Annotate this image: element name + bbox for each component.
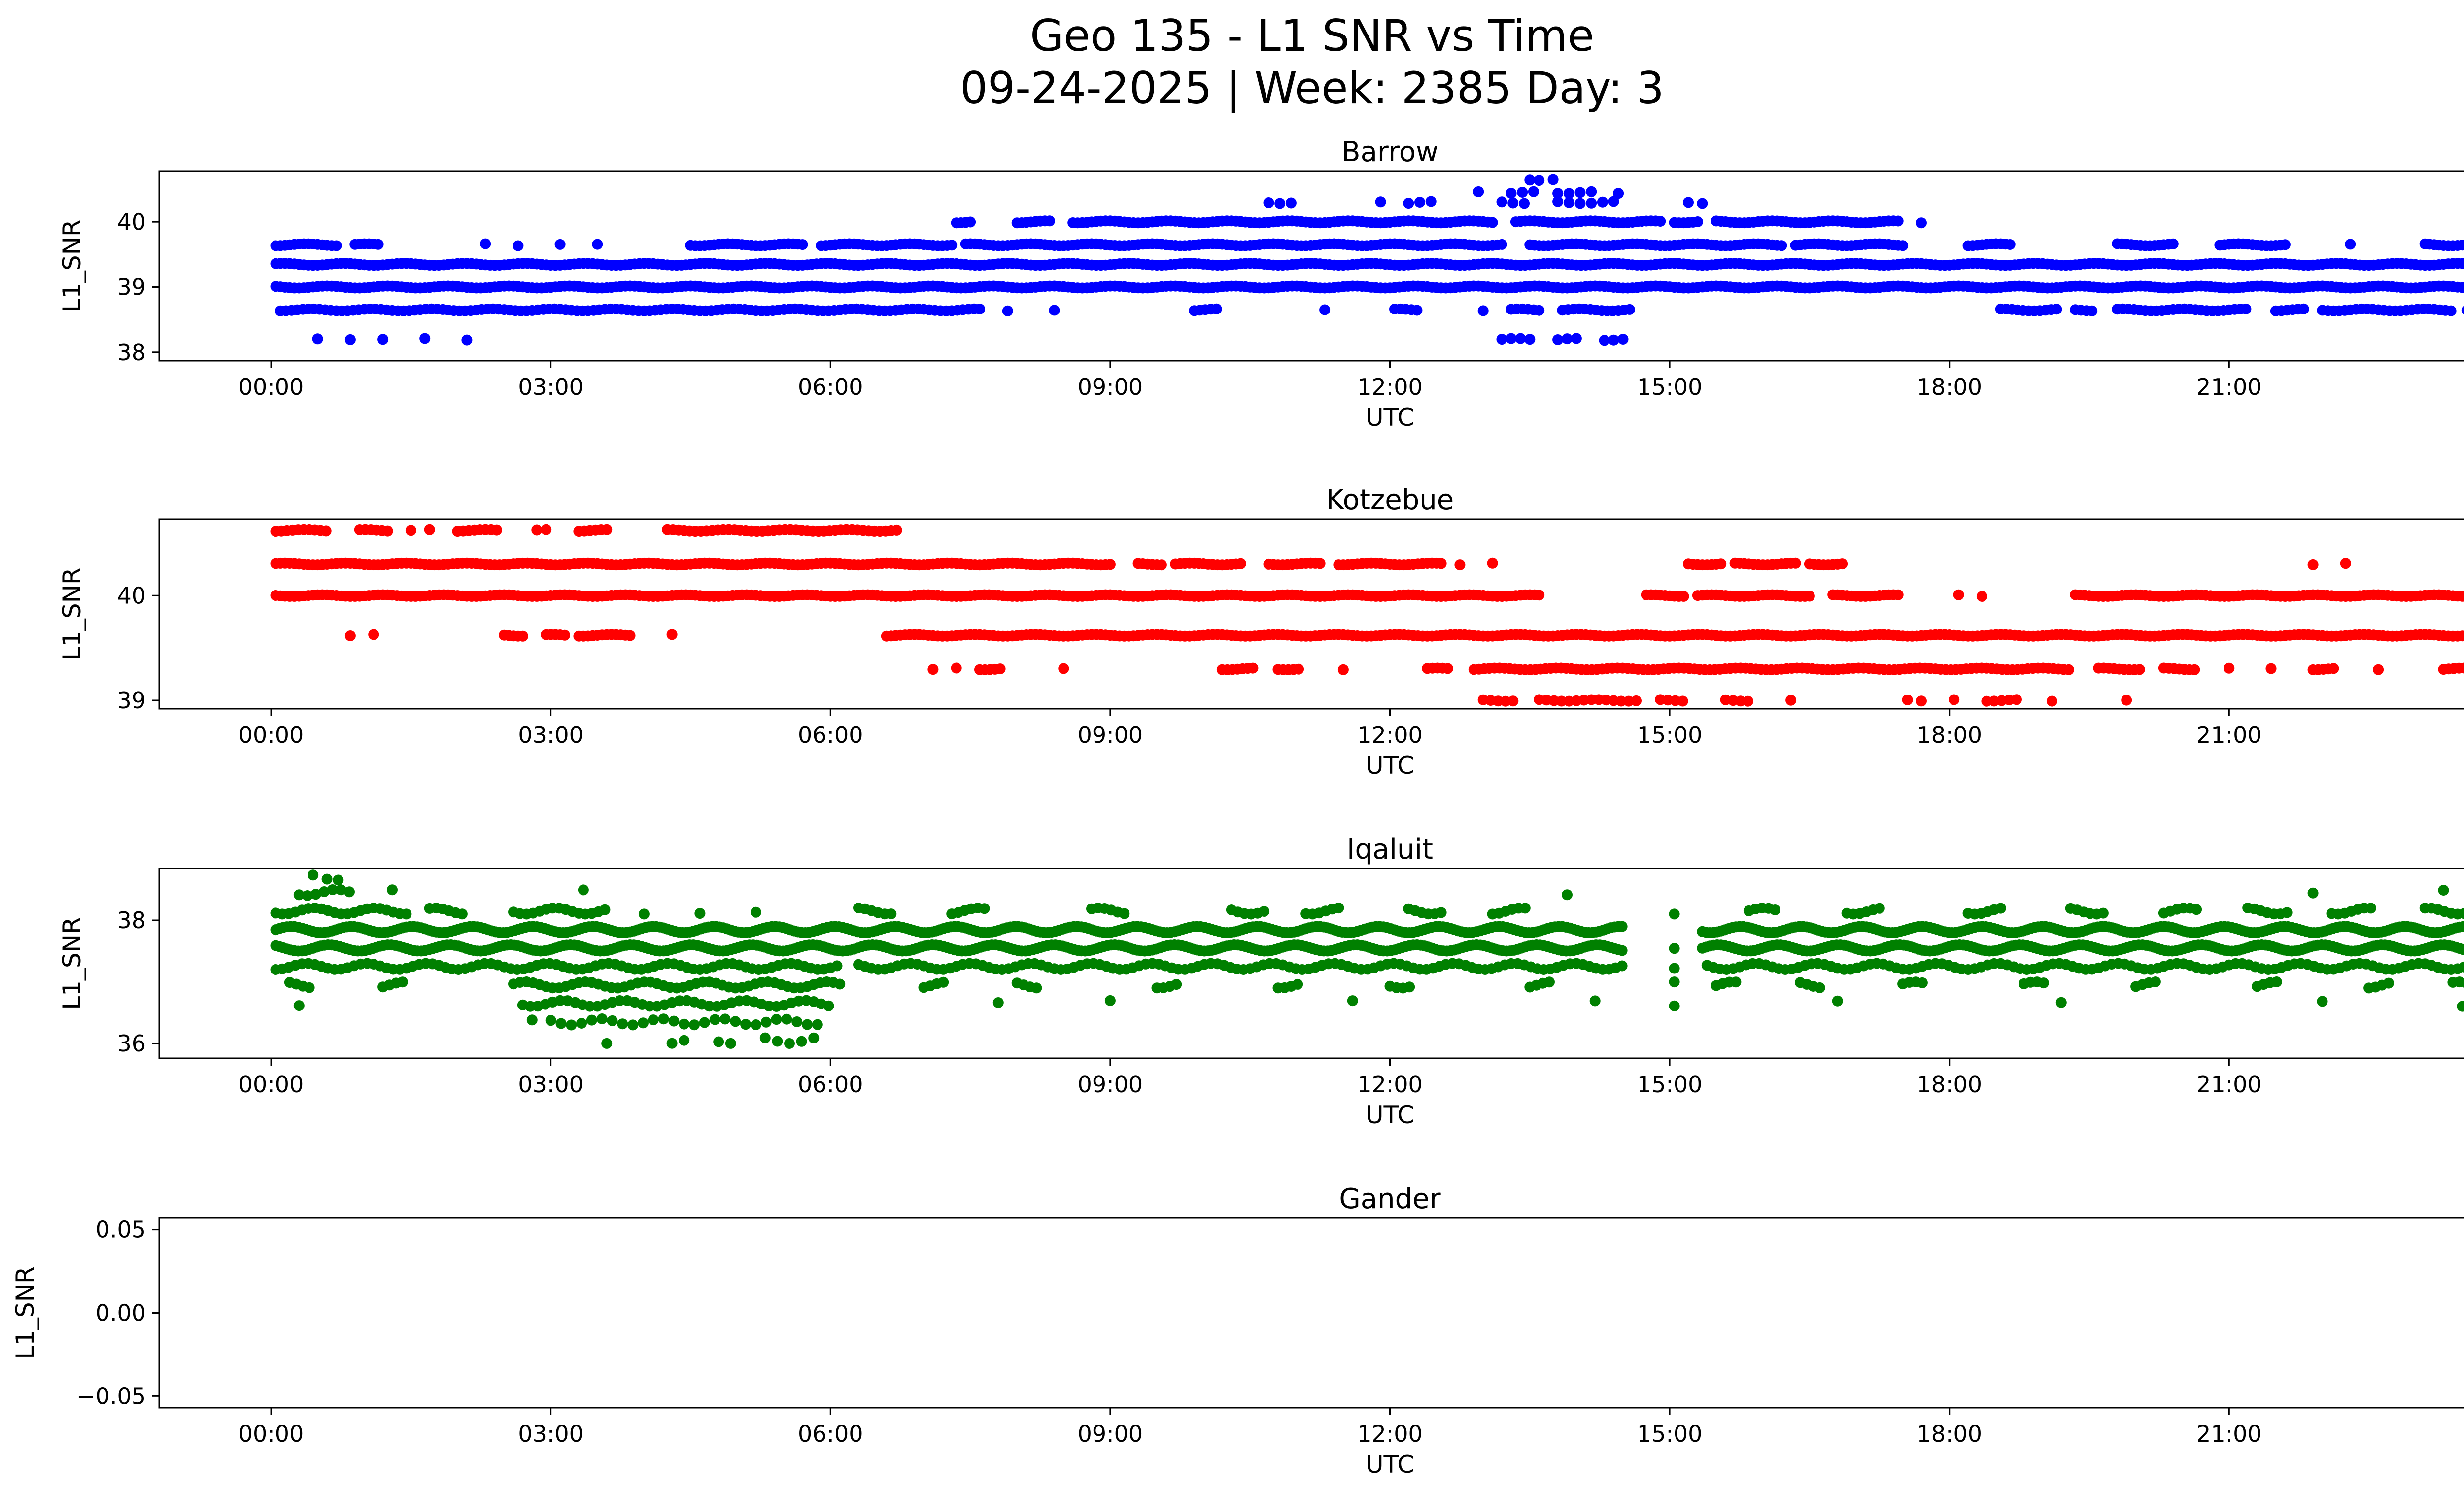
x-tick-label: 18:00 (1916, 722, 1982, 748)
y-tick-label: 39 (117, 274, 146, 301)
x-tick-label: 03:00 (518, 722, 583, 748)
x-tick-label: 18:00 (1916, 1071, 1982, 1098)
subplot-title: Gander (1339, 1183, 1441, 1215)
y-tick-label: 36 (117, 1030, 146, 1057)
figure-subtitle: 09-24-2025 | Week: 2385 Day: 3 (960, 63, 1664, 113)
axes-spine (158, 1217, 2464, 1409)
y-axis-label: L1_SNR (58, 917, 86, 1010)
x-tick-label: 18:00 (1916, 374, 1982, 400)
subplot-barrow: Barrow 38 39 40 00:00 03:00 06:00 09:00 12:00 15:… (58, 136, 2464, 432)
x-tick-label: 00:00 (239, 1421, 304, 1447)
x-tick-label: 06:00 (798, 1071, 863, 1098)
y-axis-label: L1_SNR (58, 567, 86, 661)
x-tick-label: 06:00 (798, 374, 863, 400)
x-tick-label: 06:00 (798, 1421, 863, 1447)
x-tick-label: 12:00 (1357, 1421, 1423, 1447)
x-tick-label: 00:00 (239, 374, 304, 400)
x-tick-label: 09:00 (1078, 1421, 1143, 1447)
x-axis-label: UTC (1366, 403, 1414, 432)
x-tick-label: 15:00 (1637, 722, 1703, 748)
x-tick-label: 15:00 (1637, 1071, 1703, 1098)
x-axis-label: UTC (1366, 751, 1414, 780)
subplot-title: Barrow (1341, 136, 1438, 168)
x-tick-label: 21:00 (2196, 374, 2262, 400)
x-tick-label: 09:00 (1078, 1071, 1143, 1098)
scatter-series-kotzebue (270, 524, 2464, 707)
x-tick-label: 06:00 (798, 722, 863, 748)
x-tick-label: 21:00 (2196, 722, 2262, 748)
x-tick-label: 15:00 (1637, 374, 1703, 400)
subplot-gander: Gander −0.05 0.00 0.05 00:00 03:00 06:00 09:00 1… (11, 1183, 2464, 1479)
y-tick-label: −0.05 (76, 1383, 146, 1409)
y-tick-label: 0.05 (96, 1217, 146, 1243)
x-axis-label: UTC (1366, 1101, 1414, 1129)
y-tick-label: 0.00 (96, 1300, 146, 1326)
y-tick-label: 40 (117, 209, 146, 235)
x-tick-label: 00:00 (239, 722, 304, 748)
x-tick-label: 21:00 (2196, 1421, 2262, 1447)
axes-spine (158, 518, 2464, 710)
subplot-title: Iqaluit (1347, 834, 1433, 866)
x-tick-label: 12:00 (1357, 1071, 1423, 1098)
subplot-title: Kotzebue (1326, 484, 1454, 516)
x-tick-label: 12:00 (1357, 374, 1423, 400)
scatter-series-iqaluit (270, 869, 2464, 1049)
y-tick-label: 38 (117, 907, 146, 934)
x-tick-label: 12:00 (1357, 722, 1423, 748)
x-tick-label: 21:00 (2196, 1071, 2262, 1098)
x-tick-label: 09:00 (1078, 722, 1143, 748)
y-axis-label: L1_SNR (58, 219, 86, 313)
x-tick-label: 03:00 (518, 374, 583, 400)
figure-title: Geo 135 - L1 SNR vs Time (1030, 10, 1594, 61)
x-tick-label: 15:00 (1637, 1421, 1703, 1447)
x-tick-label: 09:00 (1078, 374, 1143, 400)
subplot-kotzebue: Kotzebue 39 40 00:00 03:00 06:00 09:00 12:00 15:… (58, 484, 2464, 780)
y-tick-label: 40 (117, 582, 146, 609)
y-tick-label: 39 (117, 687, 146, 714)
x-tick-label: 18:00 (1916, 1421, 1982, 1447)
y-tick-label: 38 (117, 339, 146, 366)
scatter-series-barrow (270, 174, 2464, 346)
y-axis-label: L1_SNR (11, 1266, 39, 1359)
x-tick-label: 03:00 (518, 1071, 583, 1098)
subplot-iqaluit: Iqaluit 36 38 00:00 03:00 06:00 09:00 12:00 15:0… (58, 834, 2464, 1129)
x-tick-label: 03:00 (518, 1421, 583, 1447)
x-tick-label: 00:00 (239, 1071, 304, 1098)
x-axis-label: UTC (1366, 1450, 1414, 1479)
